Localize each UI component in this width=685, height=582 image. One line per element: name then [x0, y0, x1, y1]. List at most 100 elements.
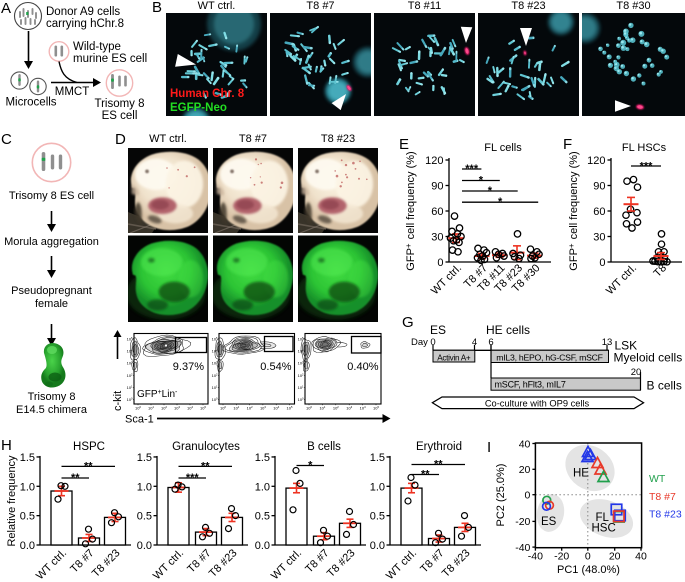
svg-text:4: 4	[472, 337, 477, 348]
svg-text:0.54%: 0.54%	[260, 361, 291, 373]
svg-text:FL: FL	[596, 512, 610, 524]
svg-text:mIL3, hEPO, hG-CSF, mSCF: mIL3, hEPO, hG-CSF, mSCF	[496, 353, 602, 363]
svg-text:100: 100	[212, 397, 218, 402]
svg-text:B cells: B cells	[307, 441, 341, 453]
svg-text:-40: -40	[528, 551, 543, 563]
svg-text:Sca-1: Sca-1	[125, 414, 154, 426]
svg-text:0: 0	[599, 257, 605, 269]
svg-text:105: 105	[212, 336, 218, 341]
svg-text:Trisomy 8 ES cell: Trisomy 8 ES cell	[9, 190, 94, 202]
svg-text:mSCF, hFlt3, mIL7: mSCF, hFlt3, mIL7	[495, 380, 566, 390]
svg-text:I: I	[487, 439, 491, 456]
svg-text:120: 120	[587, 155, 605, 167]
svg-text:WT ctrl.: WT ctrl.	[151, 547, 186, 582]
svg-text:Donor A9 cells: Donor A9 cells	[46, 6, 120, 18]
svg-text:E: E	[399, 136, 409, 153]
svg-text:GFP+ cell frequency (%): GFP+ cell frequency (%)	[404, 151, 417, 270]
svg-text:0.5: 0.5	[255, 511, 270, 523]
svg-text:100: 100	[127, 397, 133, 402]
svg-text:EGFP-Neo: EGFP-Neo	[170, 102, 227, 114]
svg-text:ES: ES	[430, 323, 446, 337]
svg-text:102: 102	[161, 405, 167, 410]
svg-text:1.0: 1.0	[370, 481, 385, 493]
svg-text:Day: Day	[411, 337, 428, 348]
svg-text:T8 #23: T8 #23	[90, 547, 123, 580]
svg-text:103: 103	[260, 405, 266, 410]
svg-text:*: *	[498, 196, 503, 208]
svg-text:104: 104	[212, 348, 218, 353]
svg-text:Co-culture with OP9 cells: Co-culture with OP9 cells	[485, 398, 590, 408]
svg-text:100: 100	[306, 405, 312, 410]
svg-text:105: 105	[373, 405, 379, 410]
svg-text:104: 104	[127, 348, 133, 353]
svg-text:101: 101	[148, 405, 154, 410]
svg-text:MMCT: MMCT	[55, 86, 90, 98]
svg-text:HE cells: HE cells	[486, 323, 530, 337]
svg-text:GFP+ cell frequency (%): GFP+ cell frequency (%)	[567, 151, 580, 270]
svg-text:103: 103	[298, 360, 304, 365]
svg-text:20: 20	[609, 551, 621, 563]
svg-text:FL cells: FL cells	[484, 142, 522, 154]
svg-text:-20: -20	[515, 516, 530, 528]
svg-text:GFP+Lin-: GFP+Lin-	[137, 389, 178, 400]
svg-text:WT: WT	[649, 473, 666, 485]
svg-text:101: 101	[298, 385, 304, 390]
svg-text:c-kit: c-kit	[112, 391, 124, 411]
svg-text:101: 101	[319, 405, 325, 410]
svg-text:C: C	[1, 131, 12, 148]
svg-text:Granulocytes: Granulocytes	[172, 441, 240, 453]
svg-text:103: 103	[127, 360, 133, 365]
svg-text:WT ctrl.: WT ctrl.	[149, 133, 187, 145]
svg-text:0.0: 0.0	[370, 540, 385, 552]
svg-text:30: 30	[593, 232, 605, 244]
svg-text:Trisomy 8: Trisomy 8	[94, 98, 144, 110]
svg-text:T8 #7: T8 #7	[649, 491, 676, 503]
svg-text:ES cell: ES cell	[102, 110, 138, 122]
svg-text:20: 20	[631, 367, 642, 378]
svg-text:F: F	[563, 136, 572, 153]
svg-text:0: 0	[585, 551, 591, 563]
svg-text:120: 120	[425, 155, 443, 167]
svg-text:0: 0	[437, 257, 443, 269]
svg-text:Wild-type: Wild-type	[73, 41, 121, 53]
svg-text:1.0: 1.0	[255, 481, 270, 493]
svg-text:-20: -20	[554, 551, 569, 563]
svg-text:104: 104	[187, 405, 193, 410]
svg-text:100: 100	[135, 405, 141, 410]
svg-text:HSPC: HSPC	[73, 441, 105, 453]
svg-text:T8 #23: T8 #23	[325, 547, 358, 580]
svg-text:1.5: 1.5	[370, 452, 385, 464]
svg-text:Morula aggregation: Morula aggregation	[4, 236, 99, 248]
svg-text:PC1 (48.0%): PC1 (48.0%)	[557, 564, 620, 576]
svg-text:1.5: 1.5	[137, 452, 152, 464]
svg-text:40: 40	[519, 438, 531, 450]
svg-text:FL HSCs: FL HSCs	[622, 142, 667, 154]
svg-text:***: ***	[465, 163, 479, 175]
svg-text:Myeloid cells: Myeloid cells	[614, 351, 683, 365]
svg-text:102: 102	[333, 405, 339, 410]
svg-text:0: 0	[430, 337, 435, 348]
svg-text:Pseudopregnant: Pseudopregnant	[11, 285, 92, 297]
svg-text:WT ctrl.: WT ctrl.	[384, 547, 419, 582]
svg-text:6: 6	[488, 337, 493, 348]
svg-text:101: 101	[127, 385, 133, 390]
svg-text:0.0: 0.0	[20, 540, 35, 552]
svg-text:T8 #23: T8 #23	[649, 509, 682, 521]
svg-text:105: 105	[298, 336, 304, 341]
svg-text:104: 104	[298, 348, 304, 353]
svg-text:105: 105	[287, 405, 293, 410]
svg-text:60: 60	[431, 206, 443, 218]
svg-text:Human Chr. 8: Human Chr. 8	[170, 88, 245, 100]
svg-text:30: 30	[431, 232, 443, 244]
svg-text:ES: ES	[541, 516, 557, 528]
svg-text:***: ***	[186, 472, 200, 484]
svg-text:-40: -40	[515, 542, 530, 554]
svg-text:H: H	[1, 437, 12, 454]
svg-text:101: 101	[233, 405, 239, 410]
svg-text:13: 13	[602, 337, 613, 348]
svg-text:Erythroid: Erythroid	[416, 441, 462, 453]
svg-text:0.5: 0.5	[20, 511, 35, 523]
svg-text:A: A	[1, 0, 11, 17]
svg-text:T8 #30: T8 #30	[616, 0, 650, 12]
svg-text:0.5: 0.5	[137, 511, 152, 523]
